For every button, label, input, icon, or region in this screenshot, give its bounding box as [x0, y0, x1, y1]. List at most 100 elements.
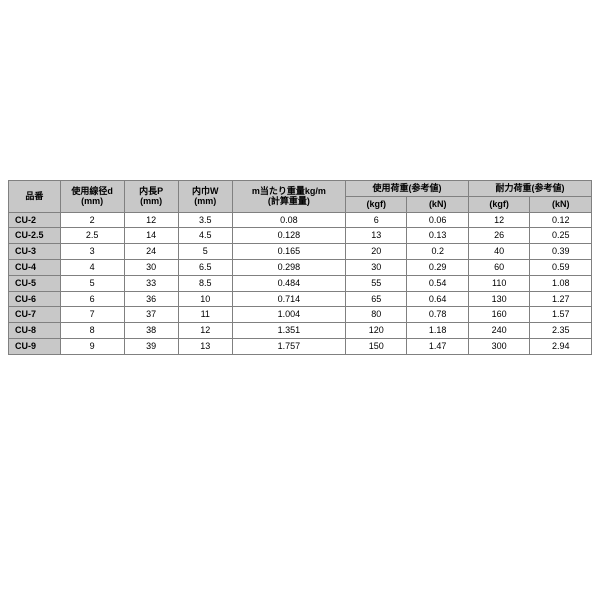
cell-pl-kgf: 300 — [468, 338, 529, 354]
table-row: CU-44306.50.298300.29600.59 — [9, 259, 592, 275]
cell-pitch: 38 — [124, 323, 178, 339]
cell-wl-kgf: 20 — [345, 244, 406, 260]
cell-wl-kgf: 80 — [345, 307, 406, 323]
col-header-partno-top: 品番 — [25, 191, 43, 201]
col-header-proof-load: 耐力荷重(参考値) — [468, 181, 591, 197]
cell-width: 12 — [178, 323, 232, 339]
cell-pl-kgf: 110 — [468, 275, 529, 291]
col-subheader-wl-kgf: (kgf) — [345, 196, 406, 212]
cell-pl-kn: 2.35 — [530, 323, 592, 339]
table-row: CU-55338.50.484550.541101.08 — [9, 275, 592, 291]
col-header-proof-load-text: 耐力荷重(参考値) — [495, 183, 564, 193]
cell-width: 6.5 — [178, 259, 232, 275]
cell-pl-kgf: 12 — [468, 212, 529, 228]
table-row: CU-22123.50.0860.06120.12 — [9, 212, 592, 228]
cell-width: 3.5 — [178, 212, 232, 228]
cell-wl-kgf: 65 — [345, 291, 406, 307]
cell-pl-kgf: 130 — [468, 291, 529, 307]
cell-pl-kgf: 40 — [468, 244, 529, 260]
cell-wl-kn: 1.47 — [407, 338, 468, 354]
cell-wl-kn: 0.78 — [407, 307, 468, 323]
cell-mass: 1.004 — [232, 307, 345, 323]
cell-pl-kn: 1.08 — [530, 275, 592, 291]
cell-pl-kn: 2.94 — [530, 338, 592, 354]
cell-wl-kgf: 6 — [345, 212, 406, 228]
col-header-mass: m当たり重量kg/m (計算重量) — [232, 181, 345, 213]
col-header-partno: 品番 — [9, 181, 61, 213]
cell-wl-kgf: 13 — [345, 228, 406, 244]
col-header-pitch: 内長P (mm) — [124, 181, 178, 213]
cell-wire: 7 — [60, 307, 124, 323]
cell-width: 13 — [178, 338, 232, 354]
cell-pitch: 36 — [124, 291, 178, 307]
cell-pl-kgf: 240 — [468, 323, 529, 339]
cell-mass: 0.484 — [232, 275, 345, 291]
cell-wire: 3 — [60, 244, 124, 260]
col-header-working-load: 使用荷重(参考値) — [345, 181, 468, 197]
cell-partno: CU-5 — [9, 275, 61, 291]
col-header-pitch-top: 内長P — [139, 186, 163, 196]
cell-wl-kn: 0.13 — [407, 228, 468, 244]
cell-wl-kgf: 55 — [345, 275, 406, 291]
cell-wire: 2.5 — [60, 228, 124, 244]
cell-pitch: 12 — [124, 212, 178, 228]
cell-wire: 8 — [60, 323, 124, 339]
cell-pitch: 33 — [124, 275, 178, 291]
cell-pl-kn: 0.25 — [530, 228, 592, 244]
table-row: CU-6636100.714650.641301.27 — [9, 291, 592, 307]
cell-pitch: 24 — [124, 244, 178, 260]
col-header-width: 内巾W (mm) — [178, 181, 232, 213]
cell-partno: CU-4 — [9, 259, 61, 275]
cell-partno: CU-9 — [9, 338, 61, 354]
cell-wire: 5 — [60, 275, 124, 291]
col-header-wire-top: 使用線径d — [71, 186, 113, 196]
table-header: 品番 使用線径d (mm) 内長P (mm) 内巾W (mm) m当たり重量kg… — [9, 181, 592, 213]
cell-wl-kgf: 30 — [345, 259, 406, 275]
cell-pl-kn: 0.59 — [530, 259, 592, 275]
table-row: CU-9939131.7571501.473002.94 — [9, 338, 592, 354]
table-row: CU-2.52.5144.50.128130.13260.25 — [9, 228, 592, 244]
table-row: CU-8838121.3511201.182402.35 — [9, 323, 592, 339]
col-subheader-pl-kgf: (kgf) — [468, 196, 529, 212]
cell-pl-kgf: 26 — [468, 228, 529, 244]
cell-wl-kn: 0.64 — [407, 291, 468, 307]
col-subheader-pl-kn: (kN) — [530, 196, 592, 212]
cell-partno: CU-2.5 — [9, 228, 61, 244]
col-header-mass-top: m当たり重量kg/m — [252, 186, 326, 196]
cell-pl-kgf: 160 — [468, 307, 529, 323]
cell-partno: CU-7 — [9, 307, 61, 323]
spec-table: 品番 使用線径d (mm) 内長P (mm) 内巾W (mm) m当たり重量kg… — [8, 180, 592, 355]
table-body: CU-22123.50.0860.06120.12CU-2.52.5144.50… — [9, 212, 592, 354]
cell-partno: CU-8 — [9, 323, 61, 339]
cell-width: 10 — [178, 291, 232, 307]
cell-width: 11 — [178, 307, 232, 323]
table-row: CU-7737111.004800.781601.57 — [9, 307, 592, 323]
cell-wire: 4 — [60, 259, 124, 275]
cell-pl-kn: 0.12 — [530, 212, 592, 228]
cell-mass: 0.165 — [232, 244, 345, 260]
cell-mass: 1.351 — [232, 323, 345, 339]
cell-mass: 0.08 — [232, 212, 345, 228]
cell-pitch: 37 — [124, 307, 178, 323]
cell-pitch: 30 — [124, 259, 178, 275]
col-subheader-wl-kn: (kN) — [407, 196, 468, 212]
col-header-width-top: 内巾W — [192, 186, 219, 196]
cell-pl-kn: 0.39 — [530, 244, 592, 260]
cell-width: 8.5 — [178, 275, 232, 291]
cell-pl-kn: 1.57 — [530, 307, 592, 323]
cell-wire: 6 — [60, 291, 124, 307]
cell-mass: 0.128 — [232, 228, 345, 244]
cell-mass: 1.757 — [232, 338, 345, 354]
cell-partno: CU-2 — [9, 212, 61, 228]
col-header-pitch-bot: (mm) — [140, 196, 162, 206]
cell-partno: CU-3 — [9, 244, 61, 260]
cell-pl-kn: 1.27 — [530, 291, 592, 307]
table-row: CU-332450.165200.2400.39 — [9, 244, 592, 260]
cell-wl-kn: 0.29 — [407, 259, 468, 275]
cell-wl-kn: 0.2 — [407, 244, 468, 260]
col-header-mass-bot: (計算重量) — [268, 196, 310, 206]
cell-pl-kgf: 60 — [468, 259, 529, 275]
cell-wire: 9 — [60, 338, 124, 354]
col-header-width-bot: (mm) — [194, 196, 216, 206]
cell-partno: CU-6 — [9, 291, 61, 307]
